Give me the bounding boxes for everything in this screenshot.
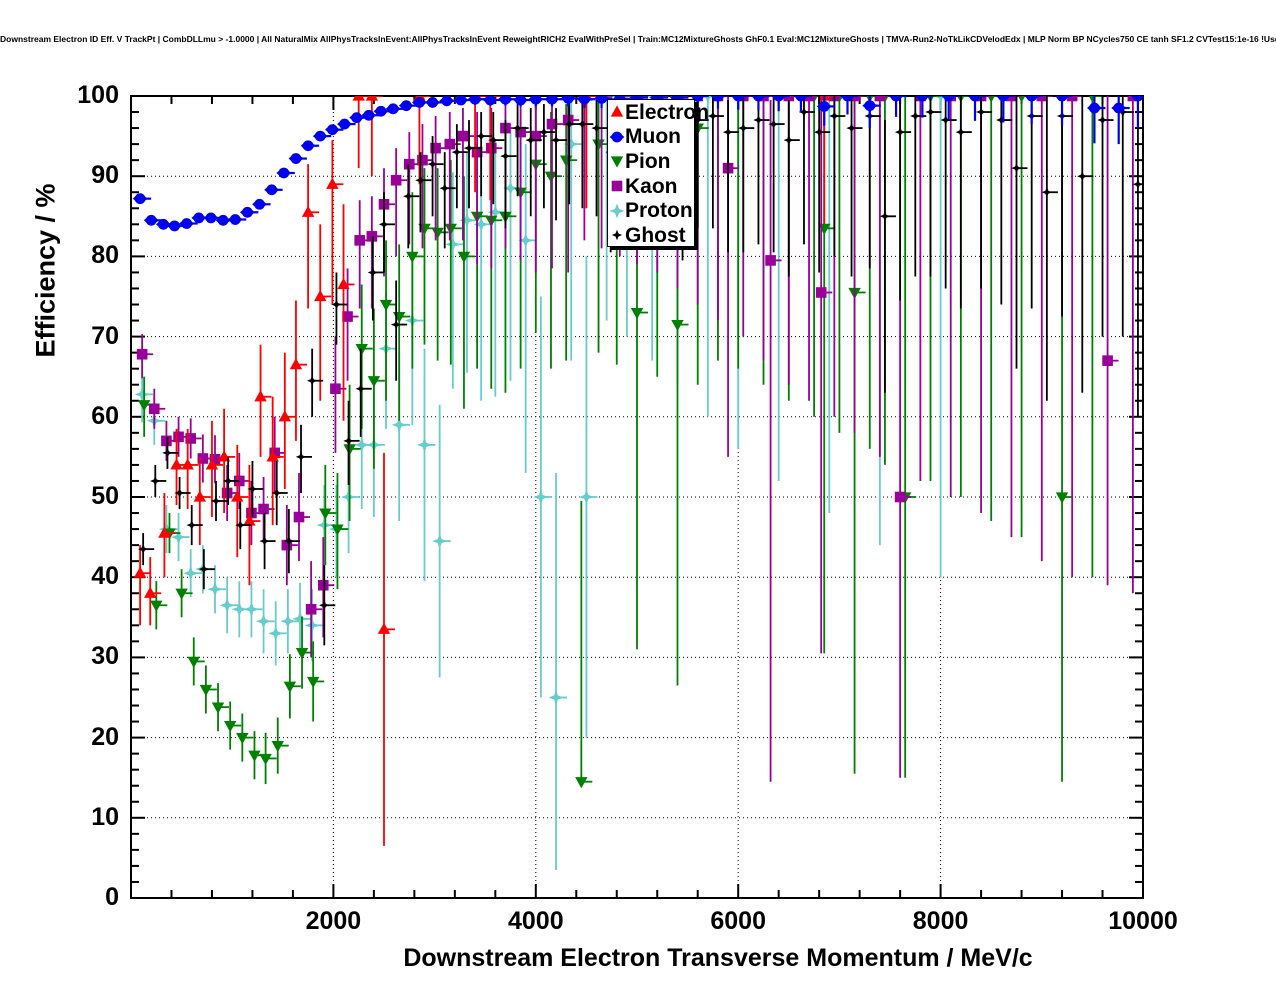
legend-item-proton[interactable]: Proton: [608, 198, 694, 223]
series-electron: [133, 96, 836, 846]
triangle-up-icon: [609, 100, 625, 124]
legend-label: Electron: [625, 100, 710, 124]
legend-label: Pion: [625, 149, 671, 173]
y-tick-label: 60: [91, 401, 119, 430]
y-tick-label: 10: [91, 802, 119, 831]
legend-label: Ghost: [625, 223, 686, 247]
circle-icon: [609, 125, 625, 149]
x-tick-label: 8000: [912, 907, 969, 935]
small-star-icon: [609, 223, 625, 247]
legend-item-kaon[interactable]: Kaon: [608, 174, 694, 199]
y-tick-label: 20: [91, 722, 119, 751]
square-icon: [609, 174, 625, 198]
legend-item-muon[interactable]: Muon: [608, 125, 694, 150]
x-tick-label: 4000: [507, 907, 564, 935]
star-icon: [609, 199, 625, 223]
y-tick-label: 90: [91, 161, 119, 190]
legend-label: Kaon: [625, 174, 678, 198]
legend-label: Proton: [625, 199, 693, 223]
legend-item-pion[interactable]: Pion: [608, 149, 694, 174]
legend: Electron Muon Pion Kaon Proton Ghost: [607, 99, 709, 248]
x-tick-label: 6000: [710, 907, 766, 935]
x-tick-label: 10000: [1108, 907, 1178, 935]
legend-label: Muon: [625, 125, 681, 149]
y-tick-label: 100: [77, 81, 119, 109]
y-tick-label: 30: [91, 642, 119, 671]
legend-item-electron[interactable]: Electron: [608, 100, 709, 125]
legend-item-ghost[interactable]: Ghost: [608, 223, 694, 248]
y-tick-label: 80: [91, 241, 119, 270]
triangle-down-icon: [609, 149, 625, 173]
y-tick-label: 0: [105, 883, 119, 911]
x-axis-label: Downstream Electron Transverse Momentum …: [403, 944, 1033, 972]
y-tick-label: 50: [91, 482, 119, 510]
x-tick-label: 2000: [305, 907, 362, 935]
y-tick-label: 70: [91, 321, 119, 350]
series-muon: [132, 96, 1143, 232]
y-tick-label: 40: [91, 562, 119, 591]
page-title: Downstream Electron ID Eff. V TrackPt | …: [0, 34, 1276, 44]
